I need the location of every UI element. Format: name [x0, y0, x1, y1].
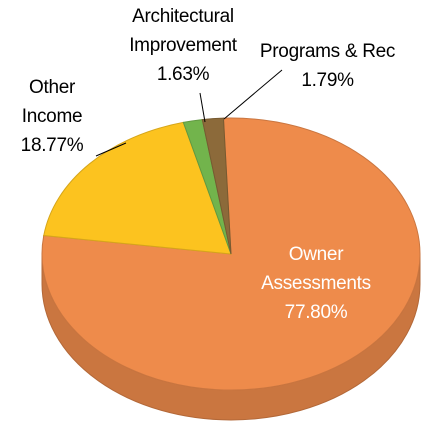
value-label: 77.80%	[284, 302, 348, 323]
category-label: Owner Assessments	[261, 244, 371, 294]
pie-slice	[201, 117, 232, 255]
value-label: 1.79%	[301, 70, 354, 91]
slice-label: Architectural Improvement 1.63%	[113, 2, 253, 89]
leader-line	[95, 142, 127, 157]
category-label: Other Income	[21, 77, 83, 127]
slice-label: Owner Assessments 77.80%	[240, 240, 392, 327]
slice-label: Programs & Rec 1.79%	[245, 37, 410, 95]
pie-slice	[43, 121, 232, 255]
category-label: Architectural Improvement	[129, 6, 237, 56]
leader-line	[223, 69, 283, 120]
leader-line	[199, 92, 206, 123]
value-label: 1.63%	[156, 64, 210, 85]
value-label: 18.77%	[20, 135, 84, 156]
category-label: Programs & Rec	[259, 41, 396, 62]
slice-label: Other Income 18.77%	[12, 73, 92, 160]
